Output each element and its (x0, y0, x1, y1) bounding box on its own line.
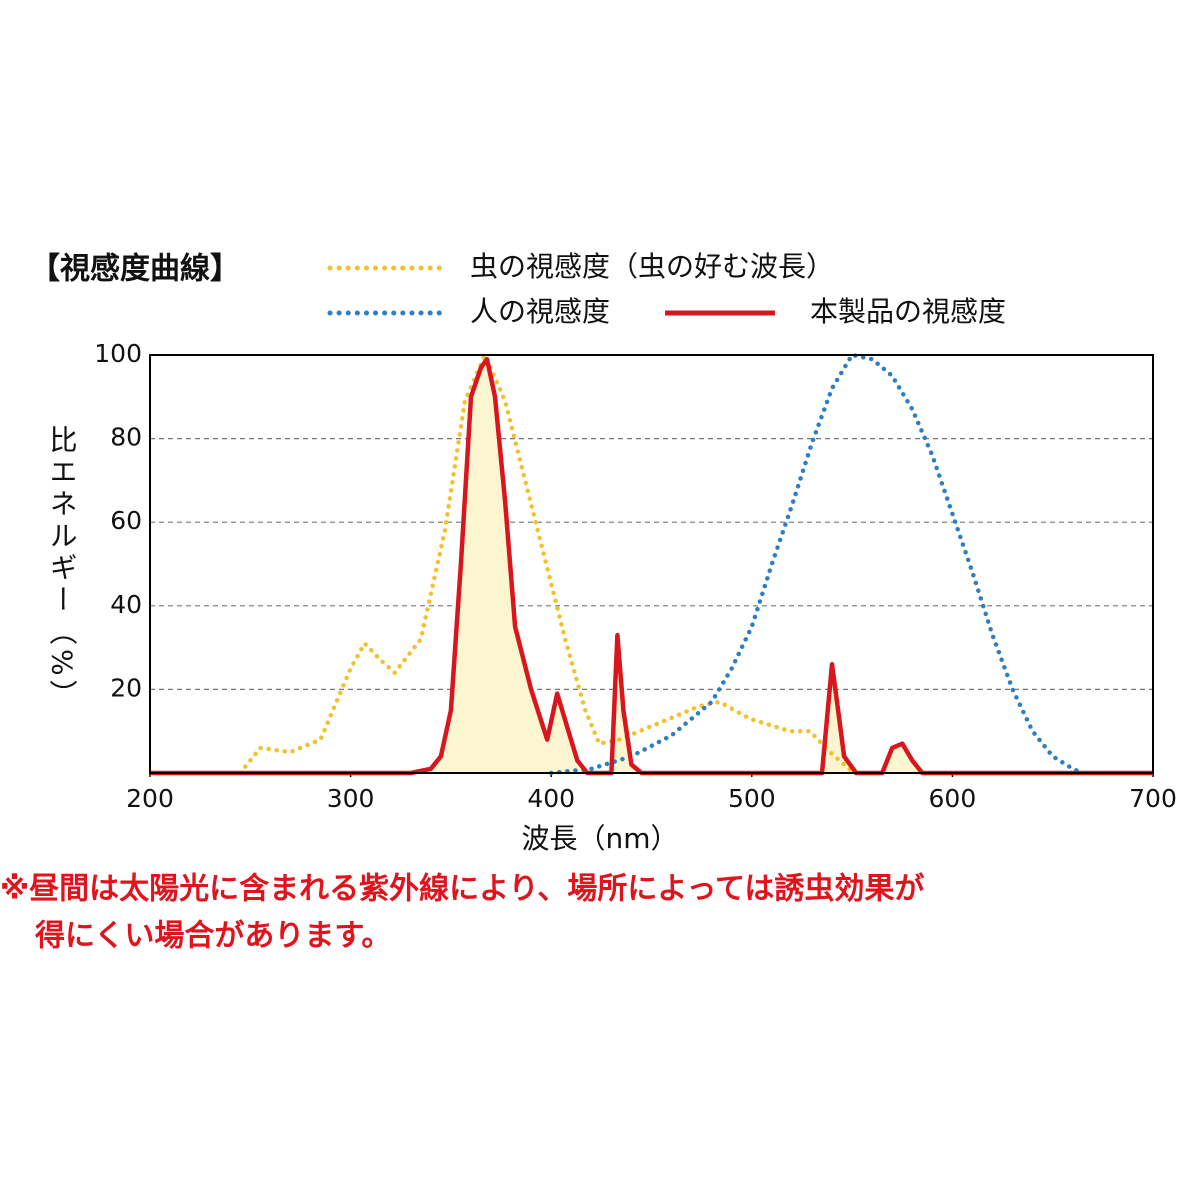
series-line (548, 352, 1086, 776)
legend-label: 本製品の視感度 (810, 295, 1006, 328)
legend-label: 虫の視感度（虫の好む波長） (470, 250, 834, 283)
series-line (238, 352, 857, 776)
series-area (150, 359, 1153, 773)
x-tick-label: 600 (929, 784, 977, 813)
x-axis-label: 波長（nm） (521, 822, 678, 855)
legend-label: 人の視感度 (470, 295, 610, 328)
y-tick-label: 40 (110, 590, 142, 619)
note: 得にくい場合があります。 (34, 919, 391, 954)
x-tick-label: 500 (728, 784, 776, 813)
plot-frame (149, 354, 1154, 774)
y-tick-label: 100 (94, 339, 142, 368)
series-line (150, 356, 1153, 776)
y-axis-label: 比エネルギー（%） (46, 425, 79, 712)
x-tick-label: 400 (527, 784, 575, 813)
chart-title: 【視感度曲線】 (30, 252, 240, 287)
x-tick-label: 700 (1129, 784, 1177, 813)
x-tick-label: 200 (126, 784, 174, 813)
y-tick-label: 60 (110, 506, 142, 535)
y-tick-label: 80 (110, 423, 142, 452)
note: ※昼間は太陽光に含まれる紫外線により、場所によっては誘虫効果が (0, 872, 924, 907)
y-tick-label: 20 (110, 673, 142, 702)
x-tick-label: 300 (327, 784, 375, 813)
